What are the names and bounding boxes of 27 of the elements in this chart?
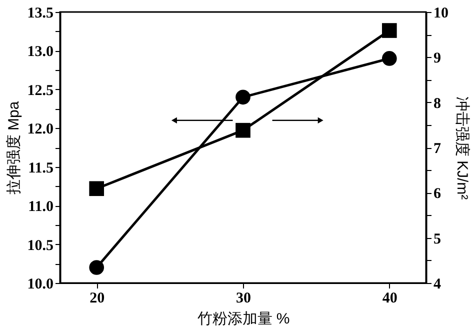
- point: [382, 23, 397, 38]
- y2-tick-label: 7: [434, 141, 442, 157]
- y-tick-label: 13.0: [27, 44, 54, 60]
- y2-tick-label: 10: [434, 6, 448, 22]
- y2-axis-title: 冲击强度 KJ/m²: [454, 96, 470, 200]
- point: [382, 51, 397, 66]
- y2-tick-label: 9: [434, 50, 441, 67]
- x-tick-label: 40: [382, 290, 398, 306]
- y-tick-label: 13.5: [27, 6, 54, 22]
- point: [89, 181, 104, 196]
- y2-tick-label: 6: [434, 186, 442, 202]
- y2-tick-label: 4: [434, 276, 442, 292]
- point: [236, 90, 250, 105]
- point: [89, 260, 104, 275]
- y-tick-label: 12.0: [27, 122, 54, 138]
- x-tick-label: 20: [90, 290, 105, 306]
- y-axis-title: 拉伸强度 Mpa: [5, 100, 22, 195]
- y-tick-label: 10.5: [27, 238, 54, 254]
- y2-tick-label: 5: [434, 231, 441, 248]
- y-tick-label: 11.5: [28, 160, 54, 176]
- y-tick-label: 10.0: [27, 276, 54, 292]
- x-tick-label: 30: [236, 290, 251, 306]
- y-tick-label: 11.0: [28, 199, 54, 216]
- y-tick-label: 12.5: [27, 82, 54, 99]
- point: [236, 122, 250, 138]
- x-axis-title: 竹粉添加量 %: [197, 310, 290, 328]
- y2-tick-label: 8: [434, 96, 441, 112]
